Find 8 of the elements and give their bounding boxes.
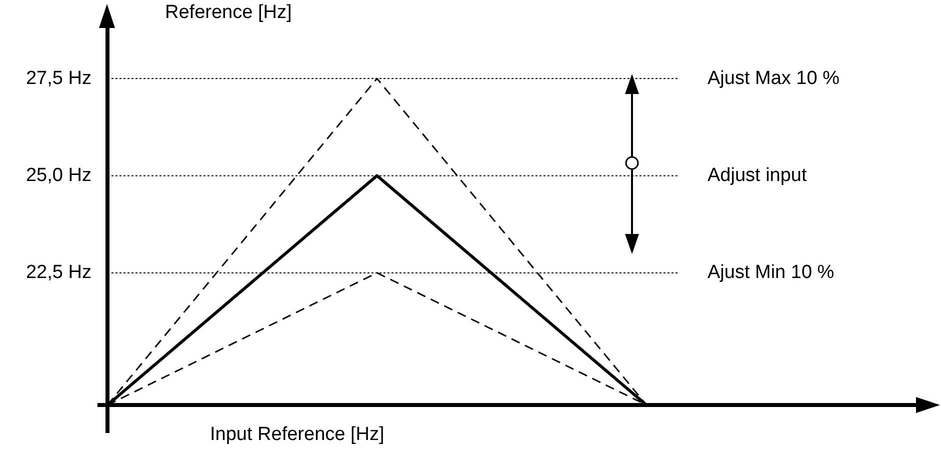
ref-line-label: Adjust input <box>707 164 808 186</box>
ref-line-label: Ajust Min 10 % <box>707 262 834 284</box>
y-tick-label: 27,5 Hz <box>26 68 92 89</box>
y-tick-label: 25,0 Hz <box>26 164 92 186</box>
ref-line-label: Ajust Max 10 % <box>707 68 840 89</box>
x-axis-title: Input Reference [Hz] <box>210 424 384 446</box>
y-tick-label: 22,5 Hz <box>26 262 92 284</box>
y-axis-title: Reference [Hz] <box>165 2 292 24</box>
